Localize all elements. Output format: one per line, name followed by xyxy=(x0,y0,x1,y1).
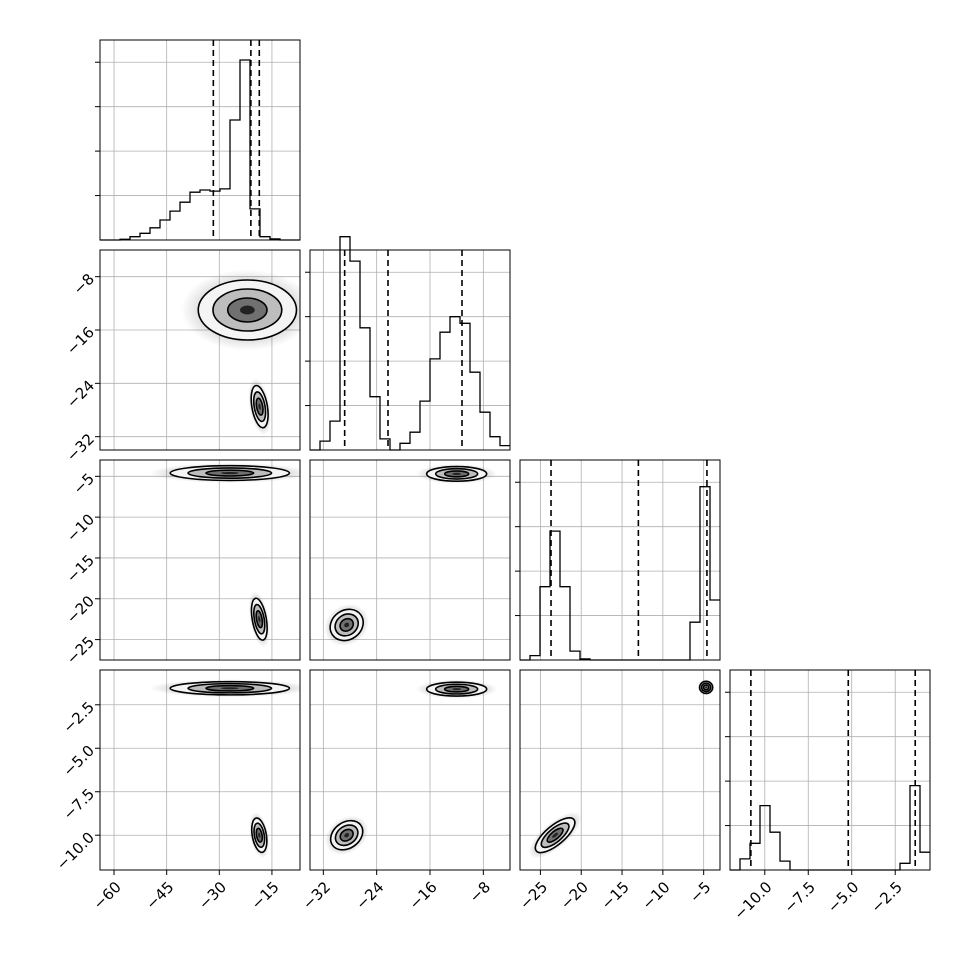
y-tick-label: −10 xyxy=(63,510,98,545)
y-tick-label: −10.0 xyxy=(53,828,98,873)
x-tick-label: −16 xyxy=(406,878,441,913)
density xyxy=(149,463,300,648)
scatter-panel xyxy=(99,669,301,871)
x-tick-label: −15 xyxy=(598,878,633,913)
x-tick-label: −10.0 xyxy=(730,878,775,923)
x-tick-label: −7.5 xyxy=(781,878,819,916)
contour-core xyxy=(452,688,462,691)
x-tick-label: −2.5 xyxy=(867,878,905,916)
panel-frame xyxy=(729,669,931,871)
density xyxy=(324,463,498,646)
x-tick-label: −32 xyxy=(299,878,334,913)
scatter-panel xyxy=(309,669,511,871)
panel-frame xyxy=(309,459,511,661)
density xyxy=(325,679,498,855)
contour-core xyxy=(344,833,350,838)
density xyxy=(149,679,300,859)
panel-frame xyxy=(519,459,721,661)
y-tick-label: −25 xyxy=(63,633,98,668)
scatter-panel xyxy=(99,249,301,451)
x-tick-label: −45 xyxy=(142,878,177,913)
panel-frame xyxy=(99,249,301,451)
hist-panel xyxy=(515,459,721,661)
scatter-panel xyxy=(519,669,721,871)
contour-core xyxy=(258,403,261,410)
panel-frame xyxy=(99,459,301,661)
y-tick-label: −16 xyxy=(63,323,98,358)
contour-core xyxy=(258,616,261,623)
hist-panel xyxy=(95,39,301,241)
x-tick-label: −25 xyxy=(516,878,551,913)
contour-core xyxy=(552,832,559,838)
x-tick-label: −15 xyxy=(248,878,283,913)
histogram-bar xyxy=(100,59,300,241)
contour-core xyxy=(240,305,255,315)
y-tick-label: −5 xyxy=(70,470,98,498)
contour-core xyxy=(452,472,462,475)
y-tick-label: −8 xyxy=(70,270,98,298)
histogram-bar xyxy=(730,784,930,871)
panel-frame xyxy=(519,669,721,871)
density xyxy=(181,269,300,436)
contour-core xyxy=(258,832,261,838)
panel-frame xyxy=(99,669,301,871)
contour-core xyxy=(220,687,239,690)
panel-frame xyxy=(309,669,511,871)
y-tick-label: −5.0 xyxy=(59,742,97,780)
scatter-panel xyxy=(99,459,301,661)
x-tick-label: −10 xyxy=(639,878,674,913)
histogram-bar xyxy=(520,486,720,661)
x-tick-label: −8 xyxy=(466,878,494,906)
y-tick-label: −2.5 xyxy=(60,698,98,736)
panel-frame xyxy=(309,249,511,451)
x-tick-label: −5.0 xyxy=(824,878,862,916)
hist-panel xyxy=(725,669,931,871)
x-tick-label: −5 xyxy=(686,878,714,906)
contour-core xyxy=(705,686,708,689)
y-tick-label: −15 xyxy=(63,551,98,586)
y-tick-label: −7.5 xyxy=(60,785,98,823)
panel-frame xyxy=(99,39,301,241)
histogram-bar xyxy=(310,236,510,451)
y-tick-label: −32 xyxy=(63,430,98,465)
y-tick-label: −24 xyxy=(63,377,98,412)
x-tick-label: −60 xyxy=(90,878,125,913)
hist-panel xyxy=(305,236,511,451)
density xyxy=(528,679,715,859)
contour-core xyxy=(344,622,350,628)
x-tick-label: −24 xyxy=(352,878,387,913)
x-tick-label: −30 xyxy=(195,878,230,913)
y-tick-label: −20 xyxy=(63,592,98,627)
scatter-panel xyxy=(309,459,511,661)
x-tick-label: −20 xyxy=(557,878,592,913)
contour-core xyxy=(220,471,239,475)
